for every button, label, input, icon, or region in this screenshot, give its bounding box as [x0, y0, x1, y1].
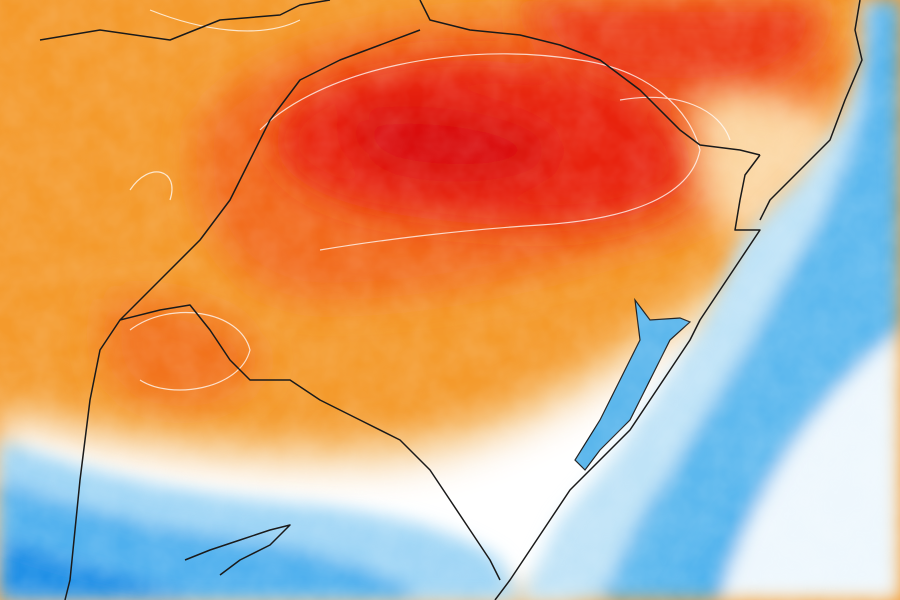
- borders: [39, 0, 863, 600]
- contours: [129, 9, 731, 391]
